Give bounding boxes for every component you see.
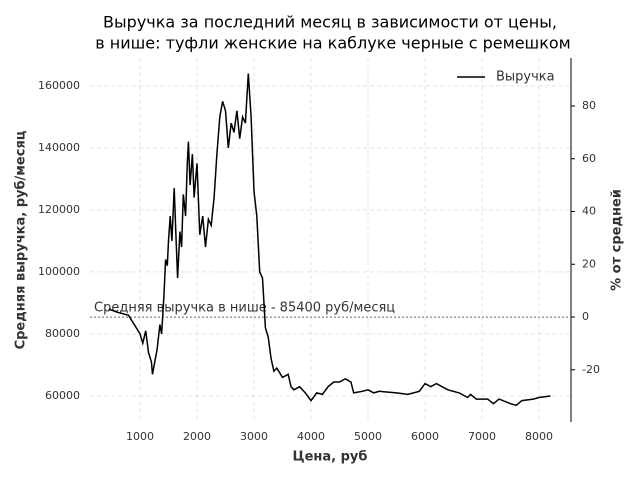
x-tick-label: 5000 xyxy=(354,430,382,443)
y2-tick-label: 60 xyxy=(582,152,596,165)
chart-title: в нише: туфли женские на каблуке черные … xyxy=(95,34,570,53)
y2-tick-label: 80 xyxy=(582,99,596,112)
x-tick-label: 1000 xyxy=(126,430,154,443)
y-tick-label: 60000 xyxy=(45,389,80,402)
y-tick-label: 80000 xyxy=(45,327,80,340)
legend-label: Выручка xyxy=(496,70,555,85)
y-tick-label: 140000 xyxy=(38,141,80,154)
y-axis-label: Средняя выручка, руб/месяц xyxy=(14,130,29,349)
x-tick-label: 8000 xyxy=(525,430,553,443)
chart-title: Выручка за последний месяц в зависимости… xyxy=(103,13,557,32)
x-tick-label: 6000 xyxy=(411,430,439,443)
x-tick-label: 2000 xyxy=(183,430,211,443)
x-axis-label: Цена, руб xyxy=(293,450,368,465)
y2-tick-label: 20 xyxy=(582,257,596,270)
y2-tick-label: 40 xyxy=(582,205,596,218)
reference-label: Средняя выручка в нише - 85400 руб/месяц xyxy=(94,301,395,316)
x-tick-label: 7000 xyxy=(468,430,496,443)
y2-tick-label: 0 xyxy=(582,310,589,323)
y-tick-label: 100000 xyxy=(38,265,80,278)
data-line xyxy=(108,73,551,407)
y-tick-label: 120000 xyxy=(38,203,80,216)
x-tick-label: 4000 xyxy=(297,430,325,443)
y2-tick-label: -20 xyxy=(582,363,600,376)
y2-axis-label: % от средней xyxy=(610,189,625,291)
x-tick-label: 3000 xyxy=(240,430,268,443)
y-tick-label: 160000 xyxy=(38,79,80,92)
